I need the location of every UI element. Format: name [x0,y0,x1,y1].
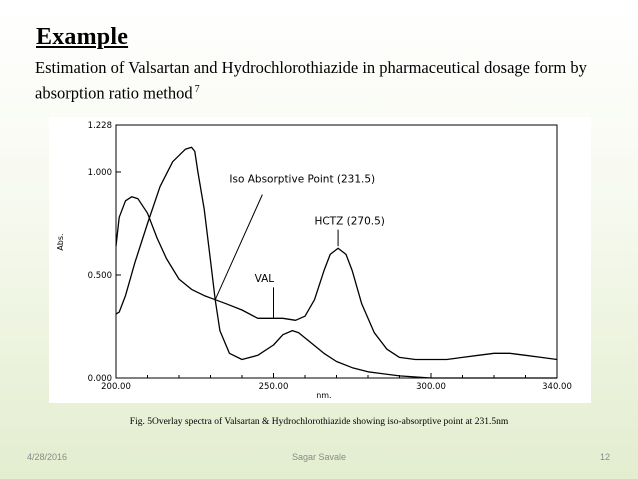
x-tick-label: 340.00 [542,382,572,392]
chart-annotations: Iso Absorptive Point (231.5) HCTZ (270.5)… [214,173,385,319]
figure-caption: Fig. 5Overlay spectra of Valsartan & Hyd… [129,417,509,427]
chart-series [115,146,558,379]
series-line-val [115,146,557,379]
y-tick-label: 0.500 [88,271,112,281]
plot-frame [115,124,558,379]
y-axis-label: Abs. [56,233,65,250]
iso-point-label: Iso Absorptive Point (231.5) [229,173,375,185]
chart-axes: 0.000 0.500 1.000 1.228 200.00 250.00 300.00 34… [56,121,572,400]
subtitle-text: Estimation of Valsartan and Hydrochlorot… [35,58,587,103]
footer-date: 4/28/2016 [27,452,68,462]
spectra-chart: 0.000 0.500 1.000 1.228 200.00 250.00 300.00 34… [49,117,591,403]
x-tick-label: 200.00 [101,382,131,392]
y-tick-label: 0.000 [88,374,112,384]
spectra-chart-svg: 0.000 0.500 1.000 1.228 200.00 250.00 300.00 34… [56,121,572,400]
hctz-peak-label: HCTZ (270.5) [314,216,384,228]
footer-author: Sagar Savale [291,452,347,462]
slide-subtitle: Estimation of Valsartan and Hydrochlorot… [35,57,625,105]
x-tick-label: 300.00 [416,382,446,392]
y-tick-label: 1.000 [88,168,112,178]
footer-page-number: 12 [599,452,610,462]
x-tick-label: 250.00 [259,382,289,392]
iso-point-leader [214,194,263,300]
x-axis-label: nm. [316,391,331,400]
slide-title: Example [36,24,129,50]
val-label: VAL [255,273,275,285]
y-tick-label: 1.228 [88,121,112,131]
reference-number: 7 [194,84,200,95]
series-line-hctz [115,196,558,361]
